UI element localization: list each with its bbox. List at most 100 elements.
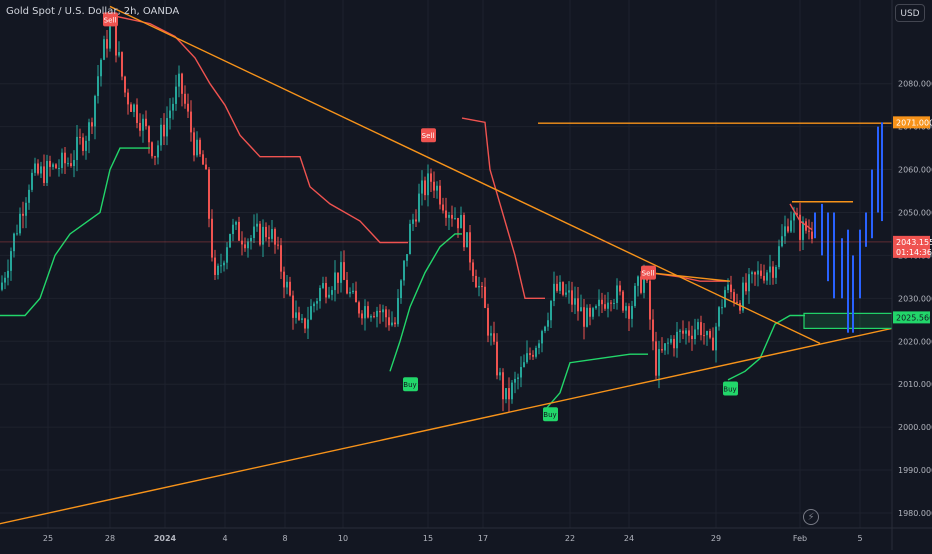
candle-body [514, 378, 516, 383]
candle-body [229, 234, 231, 248]
candle-body [133, 104, 135, 112]
candle-body [607, 302, 609, 309]
candle-body [64, 152, 66, 164]
candle-body [19, 213, 21, 234]
candle-body [571, 290, 573, 305]
y-tick-label: 2080.000 [898, 80, 932, 89]
candle-body [349, 292, 351, 294]
candle-body [244, 244, 246, 249]
candle-body [436, 185, 438, 191]
candle-body [367, 306, 369, 318]
candle-body [574, 298, 576, 305]
candle-body [253, 226, 255, 239]
candle-body [751, 272, 753, 275]
candle-body [163, 124, 165, 137]
candle-body [529, 353, 531, 355]
candle-body [190, 111, 192, 133]
candle-body [232, 224, 234, 235]
x-tick-label: 5 [857, 534, 862, 543]
candle-body [388, 317, 390, 326]
candle-body [652, 319, 654, 342]
candle-body [1, 282, 3, 290]
candle-body [679, 330, 681, 332]
candle-body [31, 172, 33, 190]
candle-body [331, 290, 333, 295]
signal-buy-marker [403, 377, 418, 392]
candle-body [682, 330, 684, 334]
candle-body [703, 335, 705, 337]
price-label-countdown: 01:14:36 [896, 248, 932, 257]
candle-body [763, 275, 765, 281]
x-tick-label: 24 [624, 534, 634, 543]
candle-body [211, 218, 213, 258]
candle-body [319, 287, 321, 302]
candle-body [565, 292, 567, 295]
candle-body [382, 309, 384, 313]
candle-body [178, 73, 180, 87]
candle-body [808, 230, 810, 232]
lightning-icon[interactable]: ⚡ [803, 509, 819, 525]
candle-body [448, 214, 450, 218]
candle-body [175, 86, 177, 104]
candle-body [268, 237, 270, 239]
candle-body [625, 306, 627, 311]
candle-body [667, 342, 669, 344]
candle-body [298, 312, 300, 320]
price-label-text: 2043.155 [896, 238, 932, 247]
y-tick-label: 2050.000 [898, 208, 932, 217]
signal-label: Buy [723, 385, 736, 393]
candle-body [676, 331, 678, 349]
candle-body [673, 338, 675, 349]
candle-body [484, 286, 486, 308]
candle-body [58, 167, 60, 169]
candle-body [355, 290, 357, 303]
candle-body [172, 103, 174, 111]
candle-body [661, 349, 663, 351]
trendline-level-2033 [647, 271, 731, 282]
candle-body [280, 245, 282, 272]
candle-body [94, 95, 96, 127]
candle-body [424, 180, 426, 196]
candle-body [634, 285, 636, 307]
candle-body [412, 219, 414, 224]
candle-body [187, 103, 189, 112]
candle-body [202, 154, 204, 165]
candle-body [40, 166, 42, 174]
candle-body [259, 223, 261, 245]
candle-body [508, 388, 510, 400]
candle-body [595, 306, 597, 309]
candle-body [409, 223, 411, 255]
candle-body [610, 302, 612, 304]
candle-body [613, 302, 615, 304]
candle-body [139, 122, 141, 131]
candle-body [352, 290, 354, 293]
candle-body [121, 52, 123, 77]
candle-body [439, 185, 441, 205]
candle-body [256, 223, 258, 227]
candle-body [169, 110, 171, 119]
candle-body [688, 330, 690, 336]
candle-body [193, 132, 195, 156]
signal-buy-marker [723, 381, 738, 396]
candle-body [283, 271, 285, 288]
candle-body [445, 210, 447, 218]
candle-body [73, 160, 75, 167]
candle-body [757, 270, 759, 275]
currency-button[interactable]: USD [895, 4, 925, 22]
candle-body [589, 307, 591, 317]
candle-body [643, 272, 645, 293]
candle-body [310, 306, 312, 320]
candle-body [769, 266, 771, 273]
signal-buy-marker [543, 407, 558, 422]
candle-body [628, 306, 630, 319]
supertrend-up-line [389, 233, 462, 372]
supertrend-up-line [0, 147, 150, 317]
candle-body [727, 284, 729, 291]
candle-body [793, 213, 795, 221]
candle-body [55, 164, 57, 169]
candle-body [154, 156, 156, 158]
candle-body [520, 367, 522, 378]
candle-body [37, 163, 39, 174]
